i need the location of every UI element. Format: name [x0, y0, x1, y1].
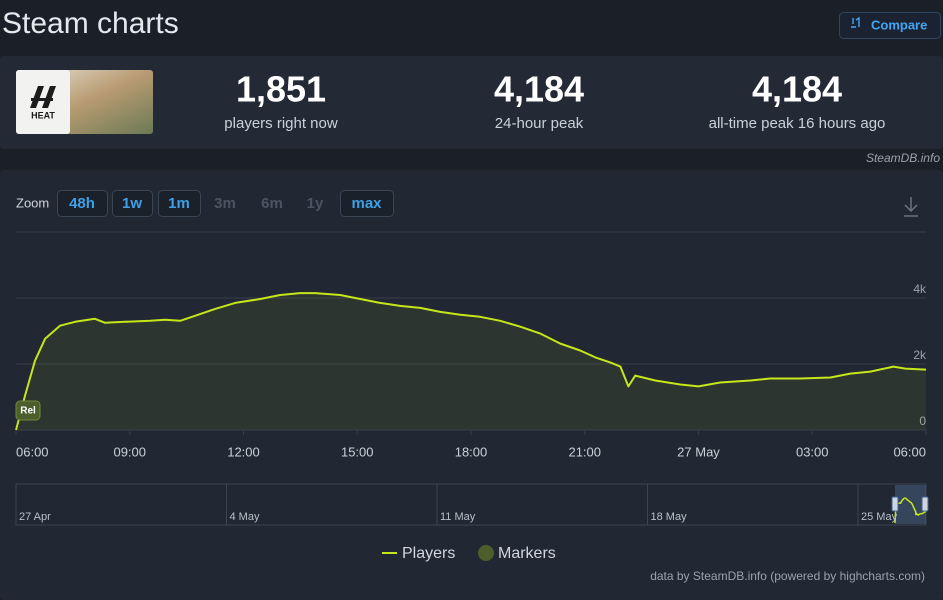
- button-label[interactable]: 1m: [168, 195, 190, 212]
- legend-label[interactable]: Markers: [498, 545, 556, 562]
- stat-label: players right now: [224, 115, 338, 132]
- x-tick-label: 06:00: [16, 444, 49, 459]
- navigator-label: 4 May: [230, 511, 260, 523]
- button-label: 6m: [261, 195, 283, 212]
- stats-panel: [0, 56, 943, 149]
- button-label: 3m: [214, 195, 236, 212]
- button-frame: [839, 12, 941, 39]
- zoom-button: 1y: [307, 195, 324, 212]
- zoom-button: 3m: [214, 195, 236, 212]
- y-tick-label: 2k: [913, 348, 927, 362]
- stats-group: 1,851 players right now 4,184 24-hour peak 4…: [224, 69, 885, 132]
- logo-backdrop: [16, 70, 70, 134]
- marker-flag[interactable]: [15, 400, 41, 421]
- button-label: 1y: [307, 195, 324, 212]
- page-title: Steam charts: [2, 7, 179, 40]
- navigator-line: [894, 497, 927, 524]
- x-tick-label: 06:00: [893, 444, 926, 459]
- marker-label: Rel: [20, 406, 36, 417]
- game-image[interactable]: HEAT: [16, 70, 153, 134]
- legend-item[interactable]: Markers: [478, 545, 556, 562]
- area-fill: [16, 293, 926, 430]
- compare-button[interactable]: Compare: [839, 12, 941, 39]
- compare-icon: [851, 16, 860, 28]
- button-label[interactable]: 48h: [69, 195, 95, 212]
- x-tick-label: 21:00: [568, 444, 601, 459]
- navigator-handle[interactable]: [921, 496, 929, 512]
- button-frame: [340, 190, 394, 217]
- stat-value: 4,184: [494, 69, 584, 110]
- button-label[interactable]: max: [351, 195, 382, 212]
- logo-mark: [30, 86, 56, 108]
- zoom-button[interactable]: max: [340, 190, 394, 217]
- y-tick-label: 0: [919, 414, 926, 428]
- navigator-label: 27 Apr: [19, 511, 51, 523]
- navigator-label: 11 May: [440, 511, 476, 523]
- button-label[interactable]: Compare: [871, 17, 927, 32]
- navigator-selection[interactable]: [895, 485, 926, 524]
- download-icon: [904, 197, 918, 217]
- zoom-label: Zoom: [16, 195, 49, 210]
- chart-panel: [0, 170, 943, 600]
- legend-label[interactable]: Players: [402, 545, 455, 562]
- download-button[interactable]: [904, 197, 918, 217]
- x-tick-label: 03:00: [796, 444, 829, 459]
- y-tick-label: 4k: [913, 282, 927, 296]
- button-frame: [112, 190, 153, 217]
- stat-label: all-time peak 16 hours ago: [709, 115, 886, 132]
- legend-swatch: [478, 545, 494, 561]
- legend-item[interactable]: Players: [382, 545, 455, 562]
- x-tick-label: 27 May: [677, 444, 720, 459]
- x-tick-label: 15:00: [341, 444, 374, 459]
- zoom-button[interactable]: 48h: [57, 190, 108, 217]
- zoom-button: 6m: [261, 195, 283, 212]
- x-tick-label: 18:00: [455, 444, 488, 459]
- navigator-label: 25 May: [861, 511, 898, 523]
- navigator-handle[interactable]: [891, 496, 899, 512]
- zoom-button[interactable]: 1w: [112, 190, 153, 217]
- x-tick-label: 12:00: [227, 444, 260, 459]
- stat-value: 4,184: [752, 69, 842, 110]
- logo-text: HEAT: [31, 110, 55, 120]
- x-tick-label: 09:00: [113, 444, 146, 459]
- button-frame: [57, 190, 108, 217]
- credit: data by SteamDB.info (powered by highcha…: [650, 569, 925, 583]
- zoom-button[interactable]: 1m: [158, 190, 201, 217]
- stat-value: 1,851: [236, 69, 326, 110]
- series-line: [15, 292, 927, 431]
- button-label[interactable]: 1w: [122, 195, 142, 212]
- stat-label: 24-hour peak: [495, 115, 584, 132]
- source-label[interactable]: SteamDB.info: [866, 151, 940, 165]
- button-frame: [158, 190, 201, 217]
- event-marker[interactable]: Rel: [15, 400, 41, 421]
- navigator-label: 18 May: [651, 511, 688, 523]
